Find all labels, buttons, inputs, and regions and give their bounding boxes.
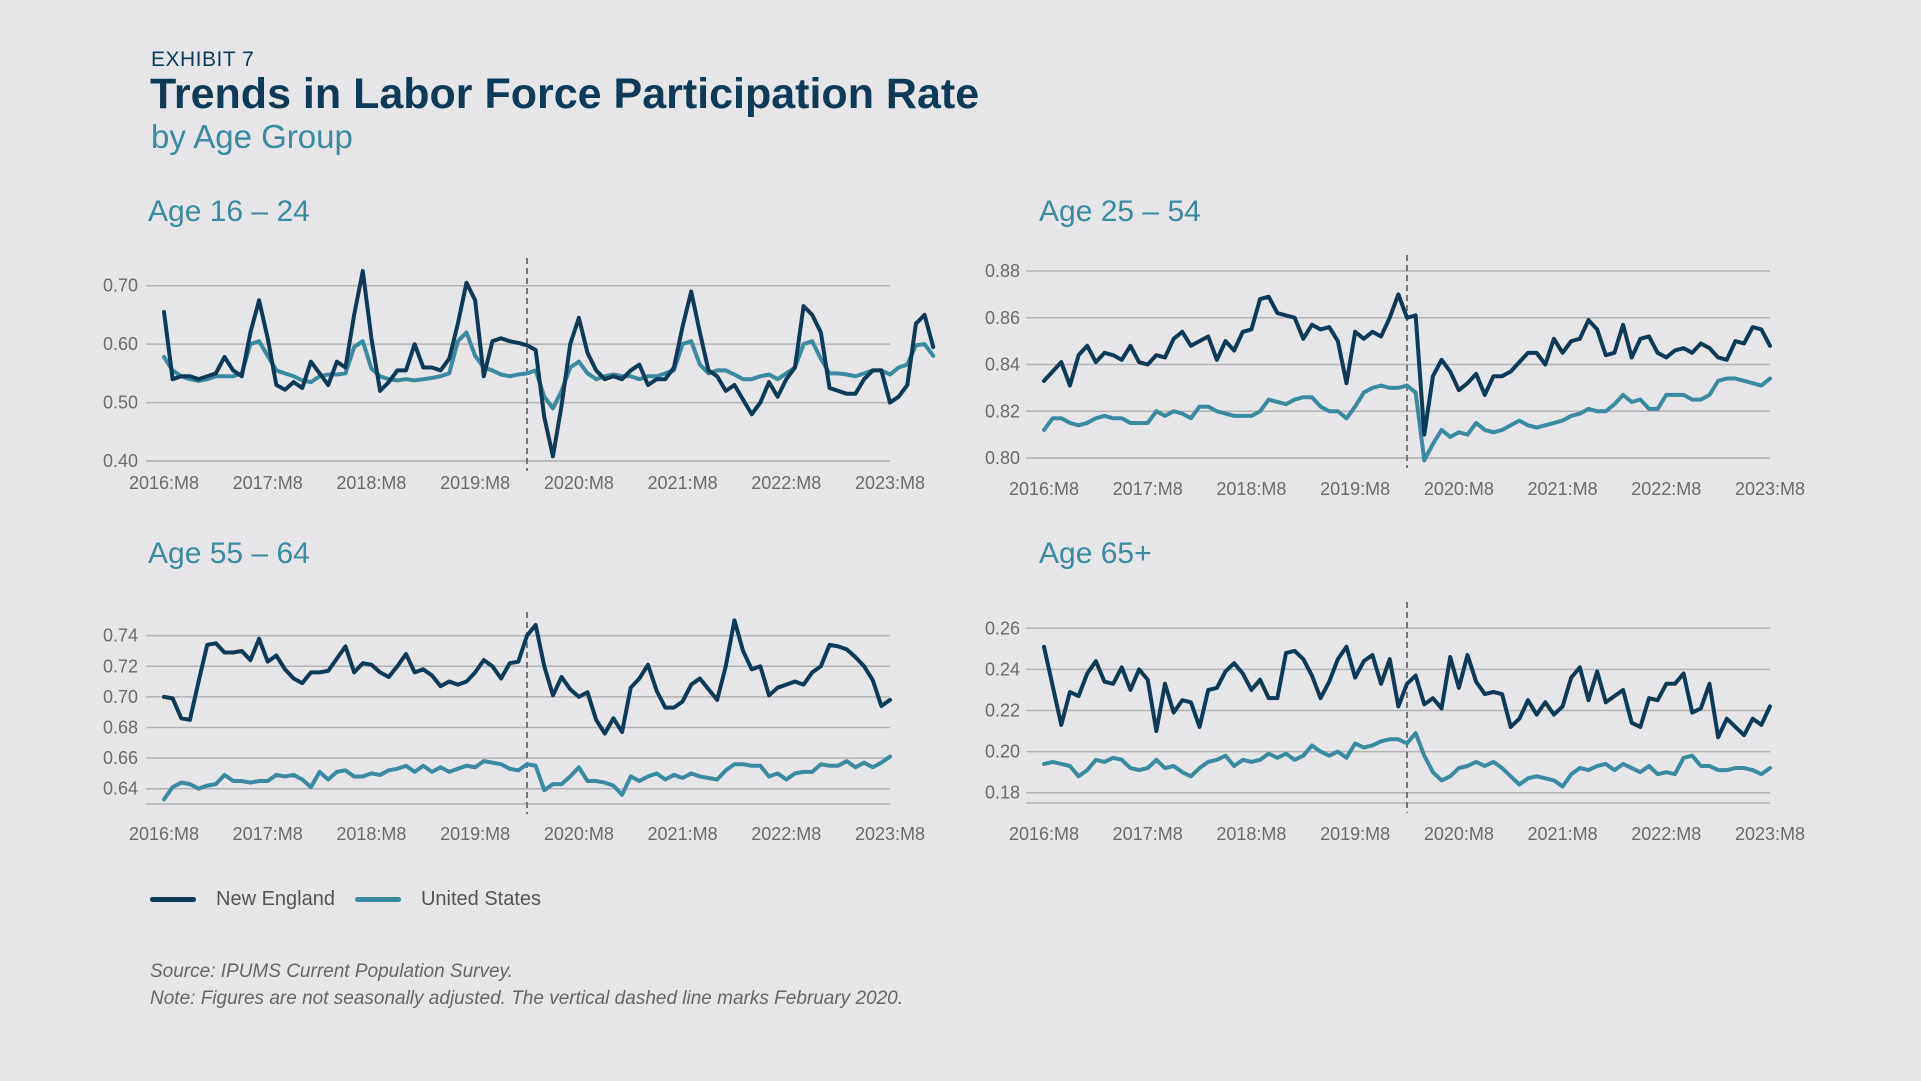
y-tick-label: 0.18 <box>985 783 1020 803</box>
x-tick-label: 2016:M8 <box>1009 479 1079 499</box>
y-tick-label: 0.66 <box>103 748 138 768</box>
y-tick-label: 0.68 <box>103 717 138 737</box>
x-tick-label: 2016:M8 <box>129 473 199 493</box>
y-tick-label: 0.24 <box>985 659 1020 679</box>
panel-title-16-24: Age 16 – 24 <box>148 195 310 228</box>
x-tick-label: 2021:M8 <box>1528 824 1598 844</box>
x-tick-label: 2019:M8 <box>440 473 510 493</box>
panel-title-65-plus: Age 65+ <box>1039 537 1152 570</box>
y-tick-label: 0.60 <box>103 334 138 354</box>
y-tick-label: 0.22 <box>985 701 1020 721</box>
legend-label-united-states: United States <box>420 888 542 910</box>
x-tick-label: 2021:M8 <box>648 824 718 844</box>
page-title: Trends in Labor Force Participation Rate <box>150 70 980 118</box>
panel-title-55-64: Age 55 – 64 <box>148 537 310 570</box>
x-tick-label: 2017:M8 <box>233 824 303 844</box>
legend-swatch-new-england <box>150 897 196 902</box>
x-tick-label: 2021:M8 <box>1528 479 1598 499</box>
series-line-new-england <box>1042 292 1772 437</box>
page-subtitle: by Age Group <box>151 118 353 155</box>
note-text: Note: Figures are not seasonally adjuste… <box>150 988 904 1009</box>
y-tick-label: 0.20 <box>985 742 1020 762</box>
y-tick-label: 0.64 <box>103 779 138 799</box>
exhibit-label: EXHIBIT 7 <box>151 48 255 71</box>
y-tick-label: 0.80 <box>985 448 1020 468</box>
x-tick-label: 2018:M8 <box>336 824 406 844</box>
y-tick-label: 0.50 <box>103 393 138 413</box>
series-line-united-states <box>162 330 936 411</box>
series-line-new-england <box>162 618 892 736</box>
legend: New England United States <box>150 888 561 911</box>
panel-title-25-54: Age 25 – 54 <box>1039 195 1201 228</box>
y-tick-label: 0.72 <box>103 656 138 676</box>
x-tick-label: 2023:M8 <box>1735 479 1805 499</box>
y-tick-label: 0.86 <box>985 308 1020 328</box>
y-tick-label: 0.88 <box>985 261 1020 281</box>
x-tick-label: 2020:M8 <box>544 473 614 493</box>
y-tick-label: 0.74 <box>103 626 138 646</box>
legend-swatch-united-states <box>354 897 401 902</box>
x-tick-label: 2022:M8 <box>1631 479 1701 499</box>
source-text: Source: IPUMS Current Population Survey. <box>150 961 513 982</box>
y-tick-label: 0.70 <box>103 276 138 296</box>
x-tick-label: 2022:M8 <box>751 473 821 493</box>
x-tick-label: 2023:M8 <box>1735 824 1805 844</box>
x-tick-label: 2018:M8 <box>336 473 406 493</box>
series-line-new-england <box>1042 644 1772 740</box>
x-tick-label: 2022:M8 <box>751 824 821 844</box>
series-line-new-england <box>162 269 936 459</box>
x-tick-label: 2016:M8 <box>1009 824 1079 844</box>
x-tick-label: 2017:M8 <box>233 473 303 493</box>
x-tick-label: 2018:M8 <box>1216 479 1286 499</box>
x-tick-label: 2019:M8 <box>1320 479 1390 499</box>
x-tick-label: 2020:M8 <box>1424 824 1494 844</box>
x-tick-label: 2020:M8 <box>544 824 614 844</box>
series-line-united-states <box>1042 376 1772 463</box>
x-tick-label: 2019:M8 <box>440 824 510 844</box>
series-line-united-states <box>1042 731 1772 789</box>
x-tick-label: 2019:M8 <box>1320 824 1390 844</box>
y-tick-label: 0.26 <box>985 618 1020 638</box>
x-tick-label: 2017:M8 <box>1113 479 1183 499</box>
x-tick-label: 2022:M8 <box>1631 824 1701 844</box>
y-tick-label: 0.84 <box>985 355 1020 375</box>
x-tick-label: 2016:M8 <box>129 824 199 844</box>
x-tick-label: 2021:M8 <box>648 473 718 493</box>
x-tick-label: 2023:M8 <box>855 473 925 493</box>
series-line-united-states <box>162 754 892 802</box>
x-tick-label: 2018:M8 <box>1216 824 1286 844</box>
x-tick-label: 2017:M8 <box>1113 824 1183 844</box>
y-tick-label: 0.40 <box>103 451 138 471</box>
source-notes: Source: IPUMS Current Population Survey.… <box>150 958 903 1012</box>
x-tick-label: 2020:M8 <box>1424 479 1494 499</box>
y-tick-label: 0.82 <box>985 401 1020 421</box>
y-tick-label: 0.70 <box>103 687 138 707</box>
x-tick-label: 2023:M8 <box>855 824 925 844</box>
legend-label-new-england: New England <box>216 888 335 910</box>
